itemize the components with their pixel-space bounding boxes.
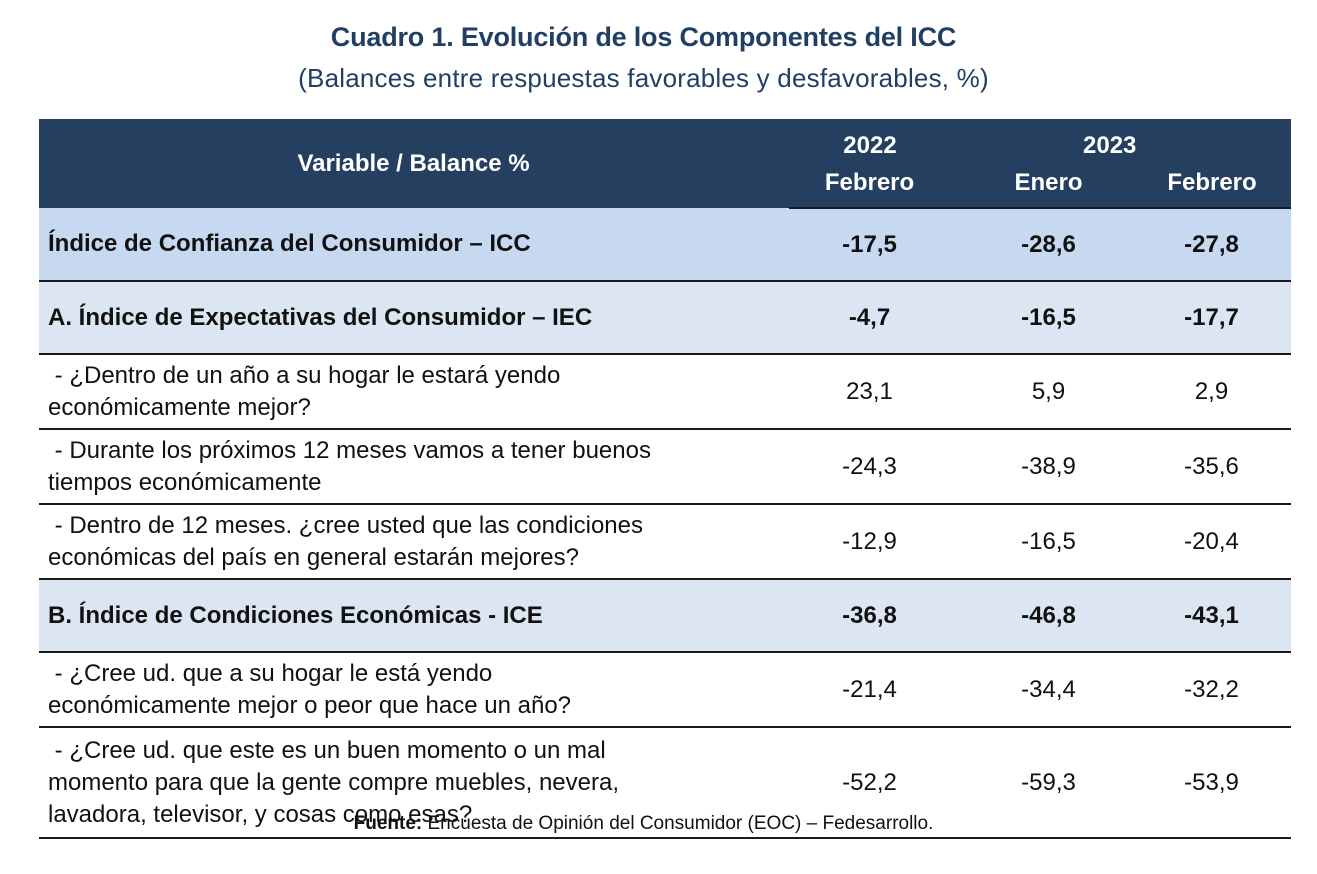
value-feb-2022: 23,1: [789, 354, 951, 430]
value-jan-2023: -28,6: [951, 208, 1133, 282]
value-feb-2023: -32,2: [1133, 652, 1292, 728]
header-row-years: Variable / Balance % 2022 2023: [39, 119, 1292, 177]
table-row: - ¿Dentro de un año a su hogar le estará…: [39, 354, 1292, 430]
row-label-line: - ¿Dentro de un año a su hogar le estará…: [48, 361, 561, 389]
value-feb-2022: -36,8: [789, 579, 951, 653]
value-jan-2023: -59,3: [951, 727, 1133, 839]
value-jan-2023: -34,4: [951, 652, 1133, 728]
table-row-icc: Índice de Confianza del Consumidor – ICC…: [39, 208, 1292, 282]
value-feb-2022: -21,4: [789, 652, 951, 728]
row-label-line: económicamente mejor?: [48, 393, 311, 421]
table-row: - Durante los próximos 12 meses vamos a …: [39, 429, 1292, 505]
value-jan-2023: -16,5: [951, 504, 1133, 580]
row-label: - ¿Cree ud. que a su hogar le está yendo…: [39, 652, 789, 728]
row-label-line: - ¿Cree ud. que este es un buen momento …: [48, 736, 606, 764]
row-label: - ¿Cree ud. que este es un buen momento …: [39, 727, 789, 839]
row-label: B. Índice de Condiciones Económicas - IC…: [39, 579, 789, 653]
header-year-2022: 2022: [843, 132, 897, 159]
row-label: - ¿Dentro de un año a su hogar le estará…: [39, 354, 789, 430]
value-feb-2023: -43,1: [1133, 579, 1292, 653]
value-feb-2022: -17,5: [789, 208, 951, 282]
row-label: - Durante los próximos 12 meses vamos a …: [39, 429, 789, 505]
header-month-feb-2023: Febrero: [1133, 162, 1292, 209]
row-label-line: - Dentro de 12 meses. ¿cree usted que la…: [48, 511, 643, 539]
table-title: Cuadro 1. Evolución de los Componentes d…: [330, 22, 957, 52]
table-row: - ¿Cree ud. que a su hogar le está yendo…: [39, 652, 1292, 728]
row-label-line: - Durante los próximos 12 meses vamos a …: [48, 436, 651, 464]
value-feb-2023: -53,9: [1133, 727, 1292, 839]
value-feb-2023: -35,6: [1133, 429, 1292, 505]
table-row: - ¿Cree ud. que este es un buen momento …: [39, 727, 1292, 839]
header-month-jan-2023: Enero: [951, 162, 1133, 209]
row-label-line: económicas del país en general estarán m…: [48, 543, 579, 571]
value-feb-2022: -24,3: [789, 429, 951, 505]
value-jan-2023: -16,5: [951, 281, 1133, 355]
value-feb-2022: -52,2: [789, 727, 951, 839]
value-feb-2023: -17,7: [1133, 281, 1292, 355]
row-label-line: lavadora, televisor, y cosas como esas?: [48, 800, 473, 828]
header-month-feb-2022: Febrero: [789, 162, 951, 209]
table-row-ice: B. Índice de Condiciones Económicas - IC…: [39, 579, 1292, 653]
icc-components-table: Variable / Balance % 2022 2023 Febrero E…: [39, 119, 1292, 839]
header-year-2023: 2023: [1083, 132, 1137, 159]
row-label: A. Índice de Expectativas del Consumidor…: [39, 281, 789, 355]
value-feb-2023: -27,8: [1133, 208, 1292, 282]
header-variable: Variable / Balance %: [297, 149, 530, 177]
row-label-line: momento para que la gente compre muebles…: [48, 768, 619, 796]
source-label: Fuente:: [353, 813, 423, 834]
value-jan-2023: -46,8: [951, 579, 1133, 653]
value-feb-2022: -12,9: [789, 504, 951, 580]
value-jan-2023: 5,9: [951, 354, 1133, 430]
row-label-line: económicamente mejor o peor que hace un …: [48, 691, 572, 719]
source-note: Fuente: Encuesta de Opinión del Consumid…: [0, 813, 1287, 835]
value-feb-2022: -4,7: [789, 281, 951, 355]
row-label: Índice de Confianza del Consumidor – ICC: [39, 208, 789, 282]
table-row: - Dentro de 12 meses. ¿cree usted que la…: [39, 504, 1292, 580]
row-label: - Dentro de 12 meses. ¿cree usted que la…: [39, 504, 789, 580]
value-feb-2023: -20,4: [1133, 504, 1292, 580]
row-label-line: tiempos económicamente: [48, 468, 322, 496]
value-feb-2023: 2,9: [1133, 354, 1292, 430]
table-row-iec: A. Índice de Expectativas del Consumidor…: [39, 281, 1292, 355]
table-subtitle: (Balances entre respuestas favorables y …: [298, 63, 989, 93]
value-jan-2023: -38,9: [951, 429, 1133, 505]
row-label-line: - ¿Cree ud. que a su hogar le está yendo: [48, 659, 493, 687]
source-text: Encuesta de Opinión del Consumidor (EOC)…: [422, 813, 934, 834]
